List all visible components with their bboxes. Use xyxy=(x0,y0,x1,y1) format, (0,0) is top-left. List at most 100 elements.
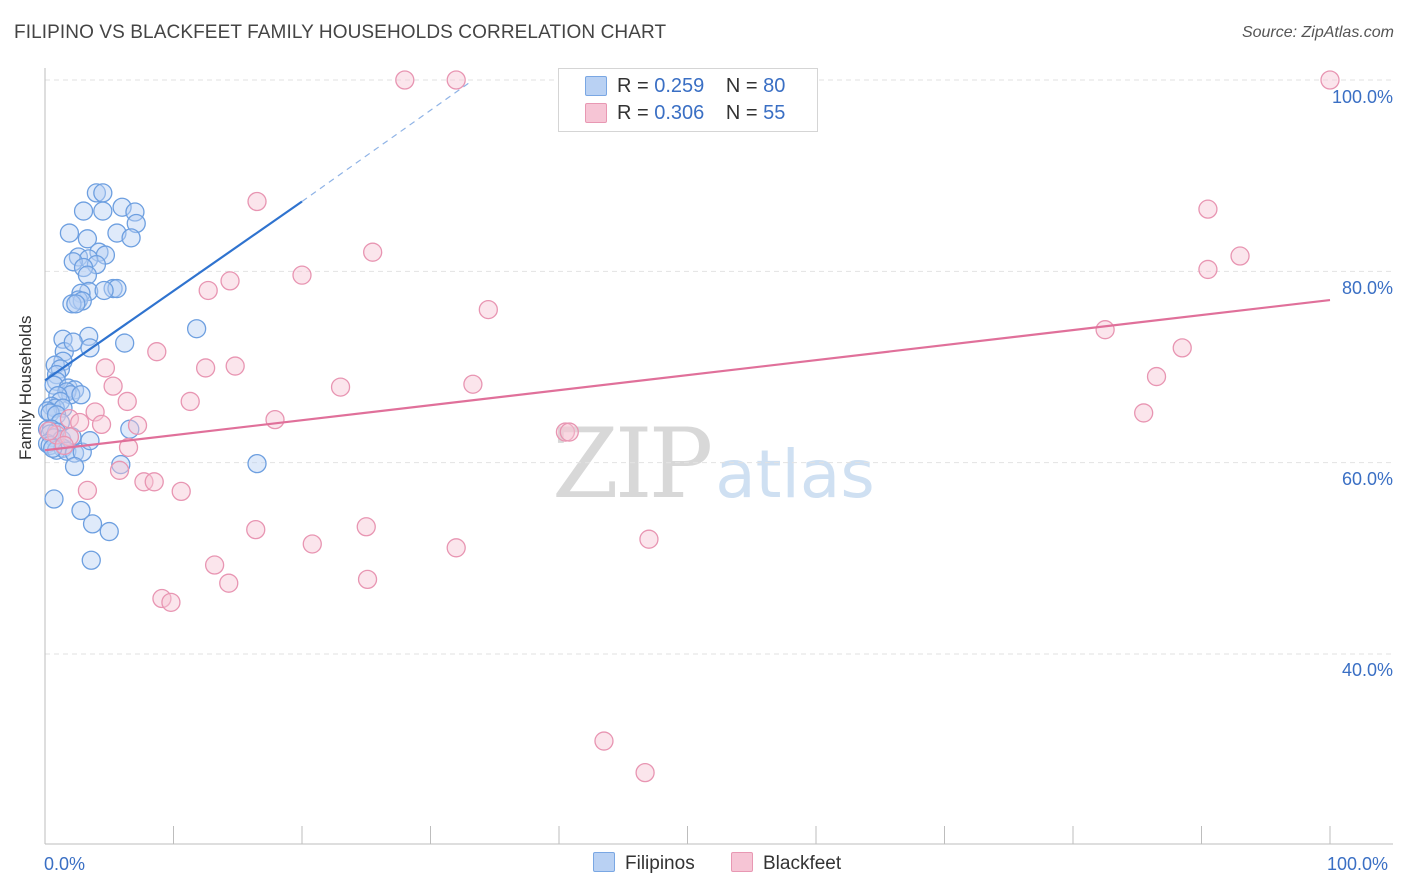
legend-r-label: R = xyxy=(617,75,649,97)
filipinos-point xyxy=(66,294,86,314)
blackfeet-point xyxy=(594,731,614,751)
filipinos-point xyxy=(86,183,107,203)
blackfeet-point xyxy=(446,70,466,90)
blackfeet-point xyxy=(134,472,154,492)
filipinos-point xyxy=(81,550,101,570)
filipinos-point xyxy=(77,265,98,285)
blackfeet-point xyxy=(559,422,579,442)
legend-n-label: N = xyxy=(725,75,758,97)
blackfeet-point xyxy=(1134,403,1154,423)
filipinos-point xyxy=(77,229,98,249)
x-tick-label-max: 100.0% xyxy=(1327,854,1389,874)
legend-label-blackfeet: Blackfeet xyxy=(763,853,842,874)
blackfeet-point xyxy=(246,519,266,540)
legend-swatch-blue xyxy=(585,76,607,96)
stats-legend: R = 0.259 N = 80 R = 0.306 N = 55 xyxy=(558,68,818,132)
blackfeet-points xyxy=(39,70,1340,783)
blackfeet-point xyxy=(1172,338,1192,358)
watermark-atlas: atlas xyxy=(715,436,875,513)
legend-n-value: 80 xyxy=(763,75,786,97)
watermark-zip: ZIP xyxy=(552,408,713,520)
y-tick-label-40: 40.0% xyxy=(1341,660,1393,680)
filipinos-point xyxy=(82,514,103,534)
blackfeet-point xyxy=(265,409,285,430)
blackfeet-point xyxy=(118,437,139,458)
blackfeet-point xyxy=(117,391,137,412)
blackfeet-point xyxy=(639,529,659,549)
blackfeet-point xyxy=(363,242,383,262)
blackfeet-point xyxy=(77,480,98,501)
legend-item-filipinos: Filipinos xyxy=(593,852,695,875)
filipinos-point xyxy=(93,183,113,203)
legend-swatch-pink xyxy=(585,103,607,123)
trend-lines xyxy=(44,82,1331,452)
blackfeet-point xyxy=(91,414,112,435)
legend-r-label: R = xyxy=(617,102,649,124)
blackfeet-point xyxy=(127,415,148,436)
y-tick-label-80: 80.0% xyxy=(1341,278,1393,298)
filipinos-point xyxy=(64,456,85,477)
blackfeet-point xyxy=(225,356,245,376)
filipinos-point xyxy=(126,213,146,234)
blackfeet-point xyxy=(85,402,105,422)
filipinos-point xyxy=(93,201,113,221)
blackfeet-point xyxy=(478,299,498,320)
y-tick-label-60: 60.0% xyxy=(1341,469,1393,489)
filipinos-point xyxy=(99,521,119,542)
filipinos-point xyxy=(63,252,83,272)
blackfeet-point xyxy=(103,376,123,396)
filipinos-point xyxy=(186,319,207,339)
legend-label-filipinos: Filipinos xyxy=(625,853,695,874)
grid-lines xyxy=(45,79,1393,655)
blackfeet-point xyxy=(1095,320,1115,340)
x-tick-label-min: 0.0% xyxy=(44,854,86,874)
filipinos-points xyxy=(37,183,267,570)
blackfeet-point xyxy=(171,481,191,502)
legend-item-blackfeet: Blackfeet xyxy=(731,852,841,875)
blackfeet-point xyxy=(1198,259,1218,280)
filipinos-trend-extension xyxy=(301,82,470,202)
legend-r-value: 0.306 xyxy=(654,102,705,124)
blackfeet-point xyxy=(635,762,655,783)
blackfeet-point xyxy=(161,592,181,612)
blackfeet-point xyxy=(302,534,322,554)
blackfeet-point xyxy=(357,569,378,590)
filipinos-point xyxy=(44,489,64,509)
blackfeet-point xyxy=(356,517,376,537)
blackfeet-point xyxy=(198,280,218,301)
blackfeet-point xyxy=(446,538,466,558)
filipinos-point xyxy=(247,453,267,474)
blackfeet-point xyxy=(147,342,167,362)
filipinos-trend-line xyxy=(44,200,303,382)
blackfeet-point xyxy=(195,358,216,378)
blackfeet-point xyxy=(247,191,267,212)
axes xyxy=(44,68,1393,845)
blackfeet-point xyxy=(463,374,483,394)
watermark: ZIPatlas xyxy=(552,408,875,520)
filipinos-point xyxy=(94,280,114,301)
blackfeet-point xyxy=(95,358,116,378)
blackfeet-point xyxy=(204,555,225,575)
blackfeet-point xyxy=(395,70,415,90)
blackfeet-point xyxy=(180,391,200,412)
blackfeet-point xyxy=(292,265,312,285)
blackfeet-point xyxy=(39,421,59,441)
blackfeet-point xyxy=(220,271,240,291)
legend-row-blackfeet: R = 0.306 N = 55 xyxy=(617,102,785,125)
legend-n-value: 55 xyxy=(763,102,786,124)
blackfeet-point xyxy=(54,435,74,456)
source-label: Source: ZipAtlas.com xyxy=(1241,24,1394,41)
blackfeet-point xyxy=(1320,70,1340,90)
filipinos-point xyxy=(80,431,100,451)
blackfeet-point xyxy=(70,412,90,433)
chart-title: FILIPINO VS BLACKFEET FAMILY HOUSEHOLDS … xyxy=(14,22,667,43)
legend-swatch-blackfeet xyxy=(731,852,753,872)
blackfeet-point xyxy=(109,460,130,480)
filipinos-point xyxy=(71,385,91,405)
legend-row-filipinos: R = 0.259 N = 80 xyxy=(617,75,785,98)
blackfeet-point xyxy=(330,377,351,397)
legend-n-label: N = xyxy=(725,102,758,124)
filipinos-point xyxy=(73,201,94,221)
filipinos-point xyxy=(115,333,135,353)
